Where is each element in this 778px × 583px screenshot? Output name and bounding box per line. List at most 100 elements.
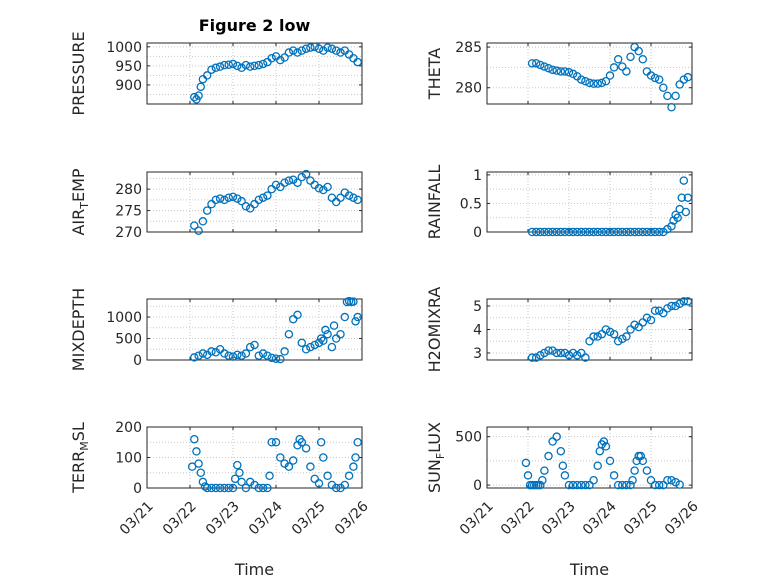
data-point [271, 437, 281, 447]
data-point [233, 460, 242, 470]
data-point [207, 347, 216, 356]
data-point [613, 480, 623, 490]
data-point [540, 227, 549, 237]
air_temp-series [190, 169, 362, 235]
data-point [634, 46, 643, 56]
data-point [605, 456, 615, 466]
data-point [228, 483, 238, 493]
data-point [250, 61, 259, 71]
data-point [605, 327, 615, 337]
data-point [536, 227, 545, 237]
data-point [224, 60, 233, 69]
data-point [654, 227, 664, 237]
data-point [211, 63, 221, 73]
data-point [190, 221, 199, 230]
y-axis-label: SUNFLUX [425, 422, 447, 493]
data-point [331, 334, 341, 343]
mixdepth-axes-frame [146, 298, 363, 361]
rainfall-series [527, 176, 693, 237]
data-point [552, 227, 561, 237]
data-point [663, 476, 672, 485]
data-point [609, 227, 619, 237]
data-point [288, 456, 298, 465]
data-point [306, 176, 315, 185]
data-point [220, 60, 229, 70]
x-axis-label: Time [234, 560, 274, 579]
x-tick-label: 03/22 [498, 498, 538, 538]
data-point [241, 202, 251, 211]
data-point [237, 477, 246, 487]
y-axis-label: H2OMIXRA [425, 287, 444, 373]
data-point [667, 103, 676, 112]
data-point [224, 351, 233, 360]
data-point [599, 437, 609, 446]
data-point [194, 459, 203, 468]
y-tick-label: 275 [115, 204, 142, 220]
h2omixra-panel: 3 4 5 H2OMIXRA [425, 287, 693, 373]
data-point [572, 227, 582, 237]
data-point [215, 62, 225, 71]
data-point [198, 349, 208, 358]
data-point [548, 437, 557, 446]
data-point [683, 72, 693, 82]
data-point [314, 44, 324, 53]
data-point [548, 227, 557, 237]
data-point [560, 67, 570, 76]
y-tick-label: 0 [133, 481, 142, 497]
data-point [254, 351, 264, 360]
y-tick-label: 3 [473, 346, 482, 362]
data-point [353, 57, 362, 67]
data-point [336, 329, 345, 339]
data-point [609, 471, 619, 480]
data-point [581, 76, 590, 86]
y-tick-label: 280 [115, 182, 142, 198]
data-point [675, 80, 684, 89]
data-point [538, 476, 547, 485]
y-tick-label: 0.5 [460, 196, 482, 212]
data-point [642, 227, 652, 237]
data-point [589, 476, 598, 485]
data-point [327, 342, 337, 352]
data-point [306, 462, 315, 471]
data-point [589, 332, 598, 341]
data-point [595, 446, 605, 456]
data-point [207, 483, 216, 493]
data-point [593, 227, 602, 237]
data-point [228, 59, 238, 69]
y-tick-label: 950 [115, 59, 142, 75]
h2omixra-series [527, 297, 693, 362]
data-point [544, 346, 553, 355]
data-point [194, 351, 203, 360]
data-point [667, 222, 676, 231]
sun_flux-series [521, 432, 684, 490]
data-point [667, 476, 676, 485]
terr_msl-series [187, 434, 362, 493]
data-point [220, 349, 229, 358]
chart-title: Figure 2 low [199, 16, 311, 35]
data-point [527, 227, 537, 237]
data-point [258, 59, 268, 69]
data-point [650, 480, 660, 490]
data-point [613, 55, 623, 64]
data-point [265, 471, 274, 481]
data-point [671, 91, 680, 101]
data-point [675, 299, 684, 308]
pressure-panel: 900 950 1000 PRESSURE Figure 2 low [69, 16, 363, 116]
data-point [558, 461, 568, 470]
data-point [288, 46, 298, 55]
data-point [276, 55, 285, 65]
data-point [353, 195, 362, 205]
data-point [673, 213, 682, 222]
data-point [556, 348, 566, 358]
data-point [622, 67, 631, 76]
data-point [577, 480, 586, 490]
data-point [258, 349, 268, 358]
data-point [585, 78, 594, 88]
data-point [527, 353, 537, 362]
data-point [581, 480, 590, 490]
data-point [646, 476, 656, 485]
data-point [267, 54, 276, 63]
data-point [544, 451, 553, 461]
data-point [626, 227, 635, 237]
sun_flux-axes-frame [486, 426, 693, 489]
